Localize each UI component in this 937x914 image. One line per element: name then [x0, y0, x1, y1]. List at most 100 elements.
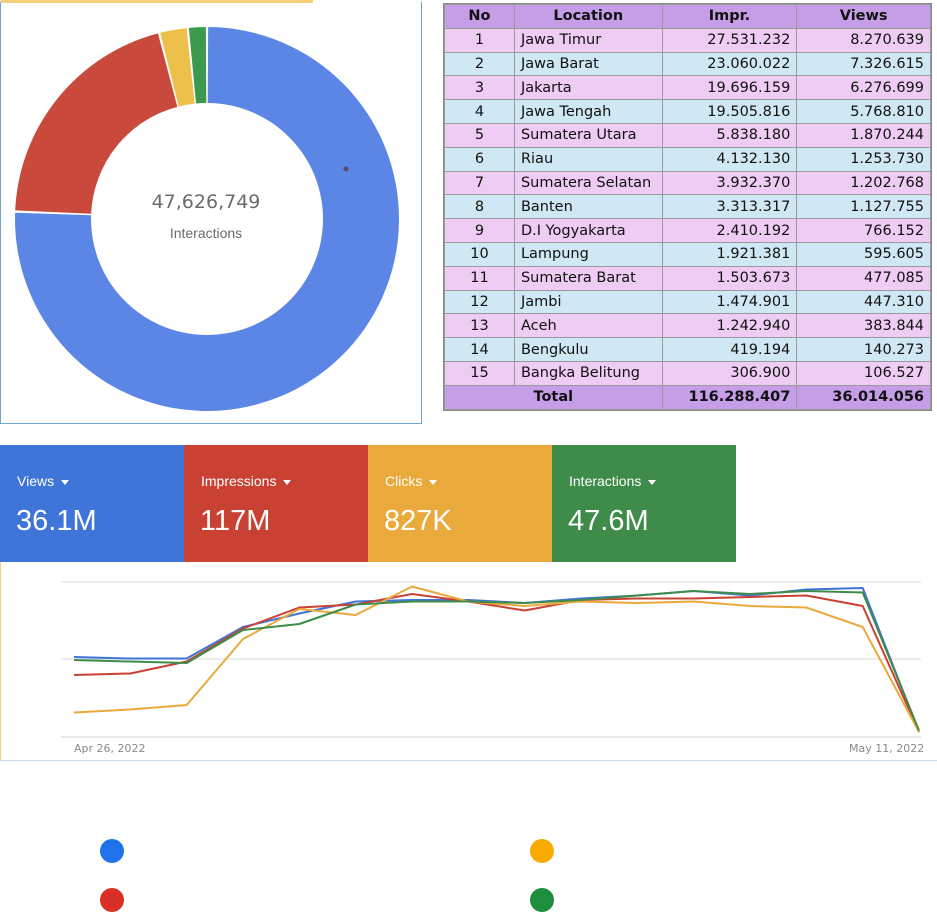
table-row: 2 Jawa Barat 23.060.022 7.326.615	[444, 51, 931, 77]
header-location: Location	[513, 4, 663, 29]
cell-views: 766.152	[796, 218, 931, 243]
cell-views: 1.127.755	[796, 194, 931, 220]
metric-value: 117M	[200, 505, 271, 537]
cell-views: 5.768.810	[796, 99, 931, 124]
cell-location: Jawa Timur	[513, 27, 663, 53]
cell-no: 10	[444, 241, 515, 267]
cell-views: 383.844	[796, 313, 931, 339]
total-views: 36.014.056	[796, 384, 931, 410]
dropdown-caret-icon	[283, 479, 292, 485]
cell-no: 2	[444, 51, 515, 77]
cell-views: 140.273	[796, 337, 931, 362]
metric-label: Views	[17, 473, 55, 489]
legend-dot-red	[100, 888, 124, 912]
table-row: 1 Jawa Timur 27.531.232 8.270.639	[444, 27, 931, 53]
cell-impr: 306.900	[661, 360, 798, 386]
cell-impr: 2.410.192	[661, 218, 798, 243]
cell-impr: 19.505.816	[661, 99, 798, 124]
cell-views: 1.870.244	[796, 122, 931, 148]
donut-chart	[15, 27, 399, 411]
cell-location: Sumatera Selatan	[513, 170, 663, 196]
series-line-impressions[interactable]	[73, 593, 920, 733]
cell-no: 4	[444, 99, 515, 124]
header-impr: Impr.	[661, 4, 798, 29]
table-row: 10 Lampung 1.921.381 595.605	[444, 241, 931, 267]
metric-tile-views[interactable]: Views 36.1M	[0, 445, 184, 562]
cell-views: 447.310	[796, 289, 931, 315]
cell-impr: 4.132.130	[661, 146, 798, 172]
cell-location: Jambi	[513, 289, 663, 315]
cell-location: Jakarta	[513, 75, 663, 101]
cell-impr: 1.503.673	[661, 265, 798, 291]
cell-no: 1	[444, 27, 515, 53]
cell-impr: 3.313.317	[661, 194, 798, 220]
location-table: No Location Impr. Views 1 Jawa Timur 27.53…	[444, 4, 931, 410]
cell-impr: 19.696.159	[661, 75, 798, 101]
donut-total-label: Interactions	[169, 225, 243, 241]
metric-tile-clicks[interactable]: Clicks 827K	[368, 445, 552, 562]
top-accent-line	[1, 0, 313, 3]
metric-title: Interactions	[569, 473, 657, 489]
metric-label: Clicks	[385, 473, 423, 489]
cell-location: Aceh	[513, 313, 663, 339]
cell-location: Jawa Barat	[513, 51, 663, 77]
cell-views: 7.326.615	[796, 51, 931, 77]
cell-views: 1.253.730	[796, 146, 931, 172]
donut-slice-clicks[interactable]	[160, 28, 195, 107]
cell-impr: 1.474.901	[661, 289, 798, 315]
table-row: 3 Jakarta 19.696.159 6.276.699	[444, 75, 931, 101]
cell-impr: 3.932.370	[661, 170, 798, 196]
table-row: 7 Sumatera Selatan 3.932.370 1.202.768	[444, 170, 931, 196]
line-chart-panel: Apr 26, 2022 May 11, 2022	[0, 562, 937, 761]
header-views: Views	[796, 4, 931, 29]
metric-title: Clicks	[385, 473, 438, 489]
cell-no: 8	[444, 194, 515, 220]
cell-impr: 419.194	[661, 337, 798, 362]
cell-views: 6.276.699	[796, 75, 931, 101]
cell-location: Jawa Tengah	[513, 99, 663, 124]
donut-slice-impressions[interactable]	[15, 33, 178, 214]
hover-marker	[343, 166, 349, 172]
cell-no: 14	[444, 337, 515, 362]
line-chart	[61, 581, 921, 738]
cell-no: 7	[444, 170, 515, 196]
cell-no: 12	[444, 289, 515, 315]
donut-total-value: 47,626,749	[151, 191, 261, 213]
dropdown-caret-icon	[61, 479, 70, 485]
table-row: 4 Jawa Tengah 19.505.816 5.768.810	[444, 99, 931, 124]
cell-impr: 23.060.022	[661, 51, 798, 77]
metric-tile-interactions[interactable]: Interactions 47.6M	[552, 445, 736, 562]
table-row: 15 Bangka Belitung 306.900 106.527	[444, 360, 931, 386]
donut-slice-views[interactable]	[15, 27, 399, 411]
table-row: 13 Aceh 1.242.940 383.844	[444, 313, 931, 339]
series-line-views[interactable]	[73, 587, 920, 733]
cell-views: 8.270.639	[796, 27, 931, 53]
donut-slice-interactions[interactable]	[188, 27, 207, 104]
table-row: 12 Jambi 1.474.901 447.310	[444, 289, 931, 315]
cell-no: 3	[444, 75, 515, 101]
table-row: 9 D.I Yogyakarta 2.410.192 766.152	[444, 218, 931, 243]
metric-title: Views	[17, 473, 70, 489]
cell-impr: 27.531.232	[661, 27, 798, 53]
cell-location: D.I Yogyakarta	[513, 218, 663, 243]
table-total-row: Total 116.288.407 36.014.056	[444, 384, 931, 410]
location-table-panel: No Location Impr. Views 1 Jawa Timur 27.53…	[443, 3, 932, 411]
cell-location: Sumatera Barat	[513, 265, 663, 291]
cell-no: 15	[444, 360, 515, 386]
series-line-clicks[interactable]	[73, 585, 920, 733]
metric-label: Impressions	[201, 473, 277, 489]
series-line-interactions[interactable]	[73, 590, 920, 731]
dropdown-caret-icon	[429, 479, 438, 485]
cell-impr: 5.838.180	[661, 122, 798, 148]
x-axis-start-label: Apr 26, 2022	[74, 742, 146, 755]
metric-tiles: Views 36.1M Impressions 117M Clicks 827K…	[0, 445, 736, 562]
metric-tile-impressions[interactable]: Impressions 117M	[184, 445, 368, 562]
metric-value: 47.6M	[568, 505, 649, 537]
cell-impr: 1.921.381	[661, 241, 798, 267]
x-axis-end-label: May 11, 2022	[849, 742, 925, 755]
metric-label: Interactions	[569, 473, 642, 489]
table-row: 6 Riau 4.132.130 1.253.730	[444, 146, 931, 172]
cell-no: 6	[444, 146, 515, 172]
cell-no: 11	[444, 265, 515, 291]
legend-dot-green	[530, 888, 554, 912]
